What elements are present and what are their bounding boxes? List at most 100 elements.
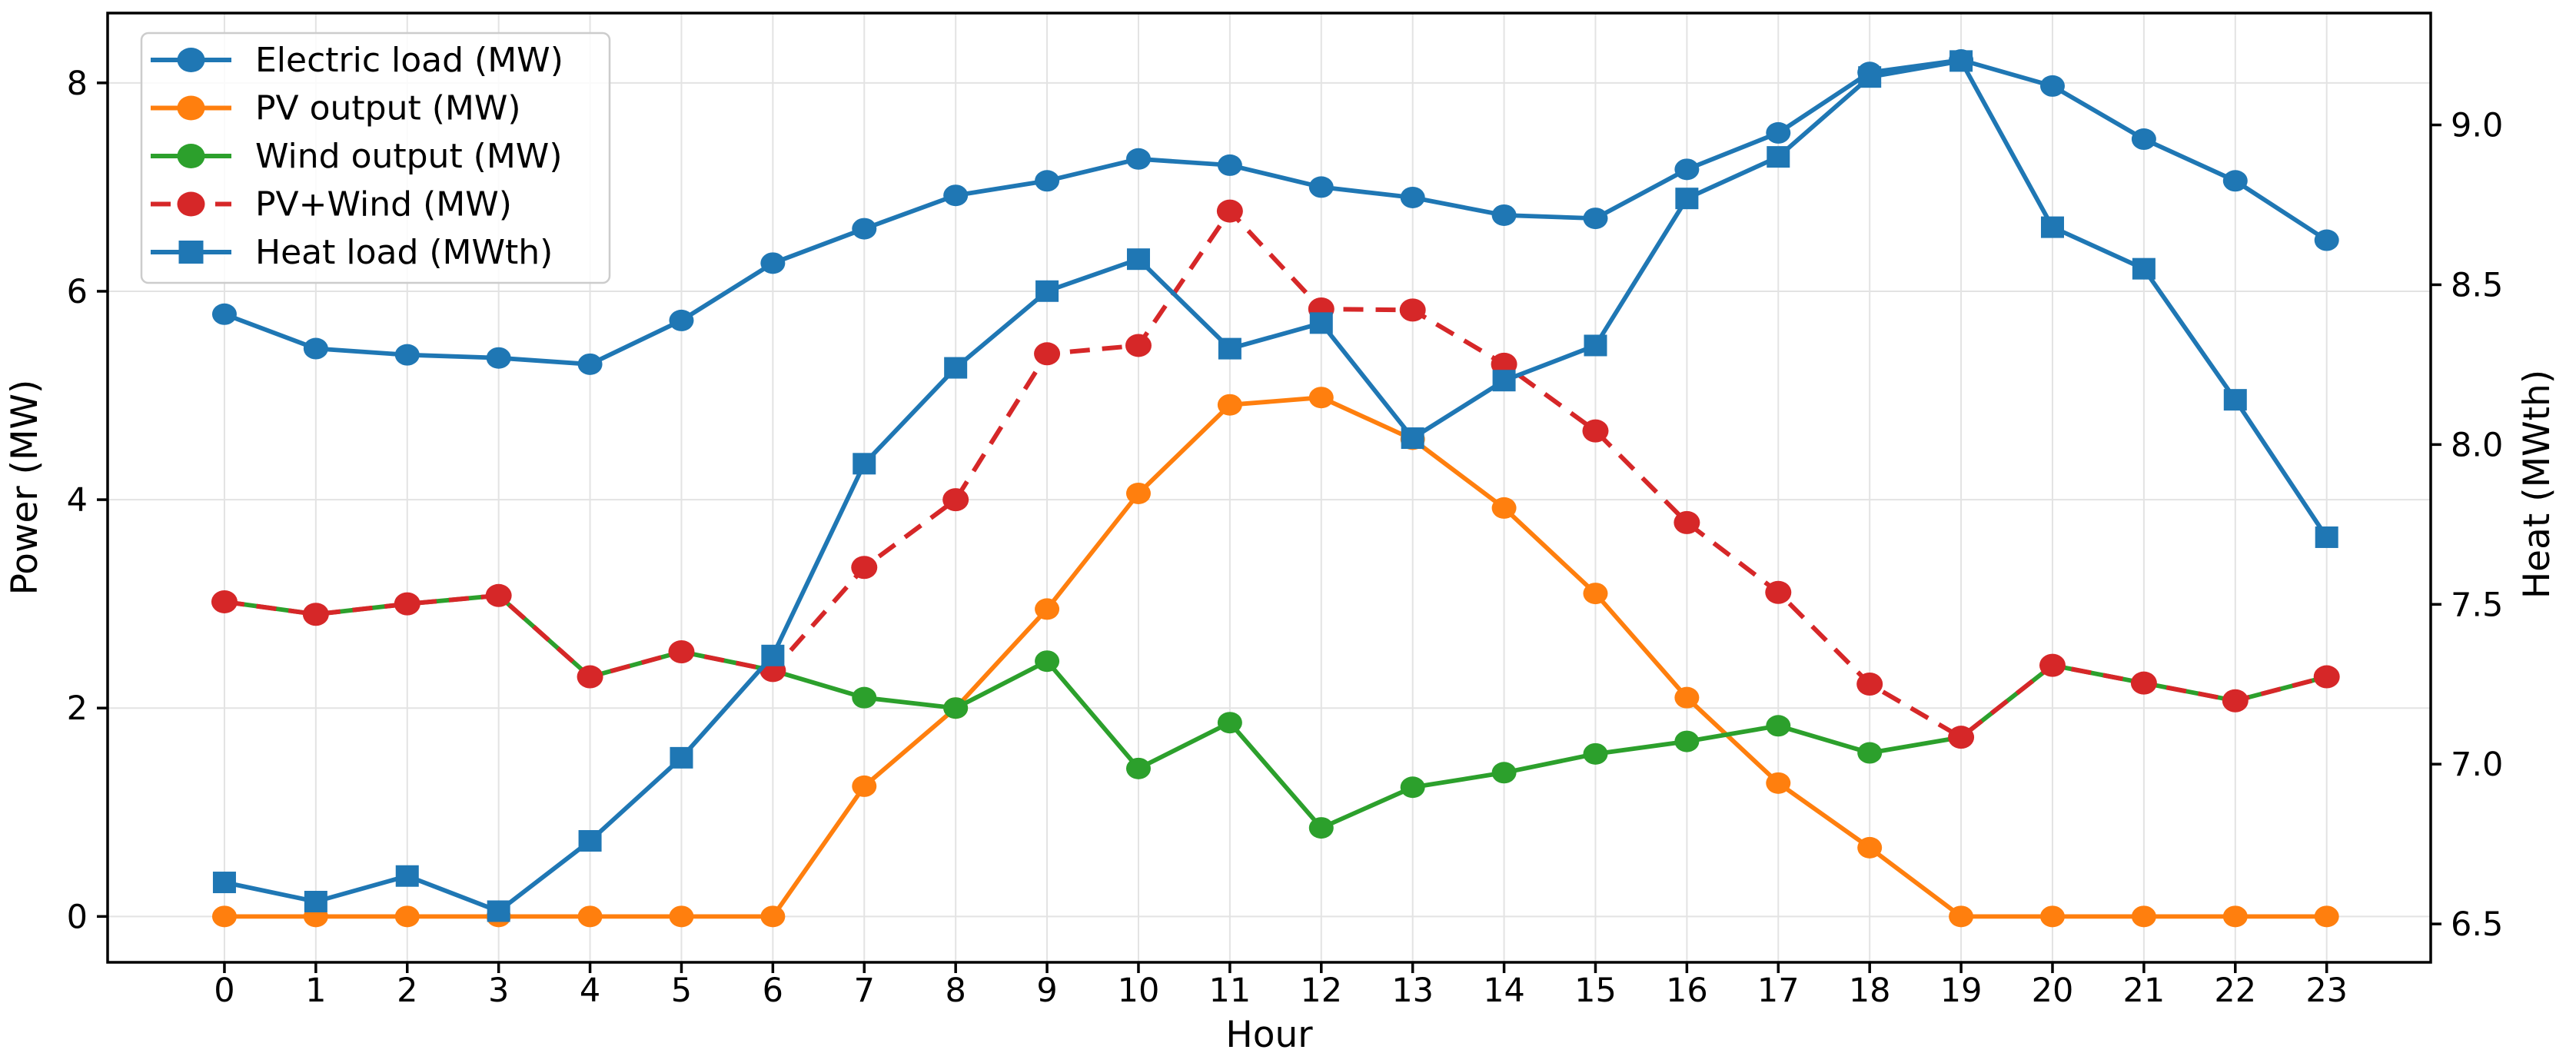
left-y-tick-label: 0 [67, 898, 88, 936]
data-point-circle [942, 488, 969, 512]
data-point-circle [2130, 671, 2157, 695]
data-point-circle [943, 697, 969, 719]
data-point-square [2132, 257, 2156, 280]
axes-layer: 0 1 2 3 4 5 6 7 8 9 10 11 12 13 14 15 16 17 18 19 20 21 22 2302… [67, 12, 2503, 1010]
data-point-circle [1766, 715, 1791, 737]
x-tick-label: 3 [488, 972, 509, 1010]
x-tick-label: 23 [2305, 972, 2348, 1010]
legend: Electric load (MW) PV output (MW) Wind out… [140, 32, 611, 284]
data-point-circle [1400, 776, 1425, 799]
data-point-circle [2039, 75, 2065, 97]
legend-label: Electric load (MW) [255, 41, 563, 80]
x-tick-label: 16 [1666, 972, 1708, 1010]
data-point-circle [486, 347, 511, 369]
data-point-square [1401, 427, 1424, 450]
data-point-circle [1216, 199, 1243, 223]
data-point-circle [1949, 905, 1974, 928]
data-point-square [304, 890, 327, 912]
data-point-circle [577, 353, 603, 375]
data-point-square [670, 746, 693, 769]
legend-item: Wind output (MW) [151, 137, 562, 176]
data-point-circle [668, 640, 695, 664]
legend-box [140, 32, 611, 284]
data-point-circle [1948, 726, 1975, 749]
series-layer [211, 49, 2340, 928]
x-tick-label: 11 [1209, 972, 1251, 1010]
series-3 [211, 584, 2339, 839]
legend-item: Heat load (MWth) [151, 233, 553, 272]
data-point-circle [852, 686, 877, 709]
data-point-circle [1125, 334, 1152, 357]
data-point-circle [2222, 689, 2249, 713]
data-point-circle [1035, 650, 1060, 673]
data-point-circle [1674, 686, 1700, 709]
data-point-square [2223, 389, 2247, 411]
data-point-square [1492, 370, 1516, 392]
data-point-circle [1674, 158, 1700, 181]
data-point-circle [1582, 419, 1609, 443]
left-y-axis-title: Power (MW) [4, 380, 46, 596]
legend-label: Wind output (MW) [255, 137, 562, 176]
data-point-circle [1583, 742, 1608, 765]
data-point-circle [1674, 730, 1700, 752]
data-point-circle [577, 665, 603, 689]
data-point-circle [1035, 170, 1060, 192]
right-y-tick-label: 8.5 [2451, 266, 2503, 304]
data-point-circle [1491, 497, 1517, 519]
data-point-circle [2131, 128, 2156, 151]
data-point-circle [669, 905, 694, 928]
data-point-circle [760, 252, 786, 274]
data-point-square [395, 865, 419, 887]
data-point-circle [2039, 653, 2066, 677]
legend-marker-circle [177, 144, 205, 168]
left-y-tick-label: 2 [67, 689, 88, 728]
series-2 [211, 387, 2339, 928]
x-axis-title: Hour [1225, 1014, 1313, 1056]
data-point-circle [302, 603, 329, 626]
data-point-circle [852, 218, 877, 240]
data-point-square [2040, 216, 2064, 238]
data-point-circle [394, 592, 420, 616]
data-point-circle [1217, 394, 1242, 416]
data-point-circle [1674, 510, 1700, 534]
right-y-tick-label: 7.0 [2451, 746, 2503, 784]
x-tick-label: 19 [1940, 972, 1983, 1010]
legend-marker-square [178, 241, 204, 264]
series-5 [212, 50, 2338, 922]
x-tick-label: 4 [580, 972, 600, 1010]
left-y-tick-label: 6 [67, 273, 88, 311]
data-point-square [853, 453, 876, 475]
data-point-square [1949, 50, 1973, 72]
data-point-circle [485, 583, 512, 607]
data-point-circle [852, 775, 877, 797]
data-point-square [1126, 248, 1150, 271]
data-point-circle [2222, 170, 2248, 192]
data-point-circle [1308, 176, 1334, 198]
data-point-circle [760, 905, 786, 928]
series-line [223, 58, 2328, 367]
data-point-square [1218, 337, 1241, 360]
x-tick-label: 8 [945, 972, 966, 1010]
data-point-circle [1217, 154, 1242, 176]
data-point-circle [211, 905, 237, 928]
x-tick-label: 12 [1300, 972, 1342, 1010]
data-point-square [487, 900, 510, 922]
x-tick-label: 2 [397, 972, 417, 1010]
data-point-square [1767, 146, 1790, 168]
data-point-circle [1856, 673, 1883, 696]
data-point-circle [1308, 817, 1334, 839]
x-tick-label: 7 [854, 972, 875, 1010]
data-point-circle [1034, 342, 1061, 366]
data-point-circle [211, 303, 237, 325]
data-point-circle [1217, 712, 1242, 734]
data-point-square [944, 357, 968, 379]
right-y-tick-label: 9.0 [2451, 107, 2503, 145]
x-tick-label: 17 [1757, 972, 1800, 1010]
data-point-square [1584, 334, 1607, 357]
data-point-circle [1308, 387, 1334, 409]
legend-item: Electric load (MW) [151, 41, 563, 80]
data-point-square [2315, 526, 2338, 548]
left-y-tick-label: 8 [67, 65, 88, 103]
